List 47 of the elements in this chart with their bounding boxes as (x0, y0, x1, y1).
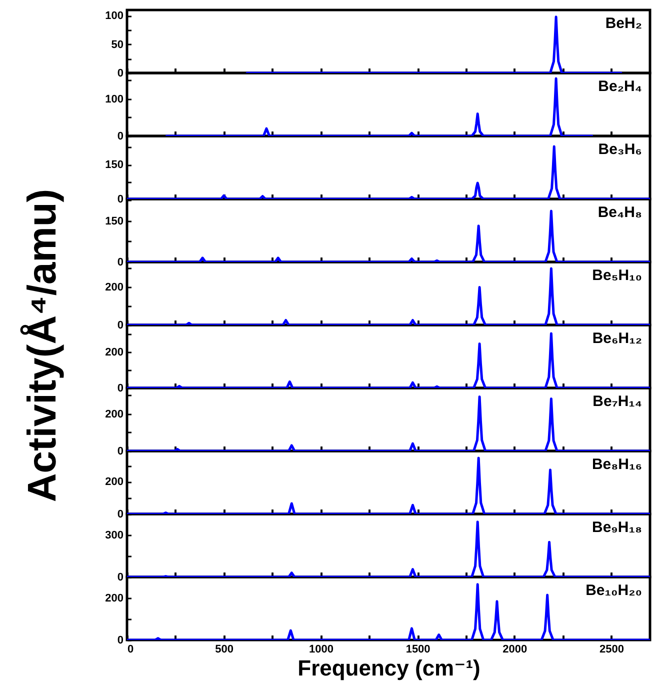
y-tick-label: 150 (105, 215, 124, 228)
line-series (127, 395, 650, 451)
x-tick-label: 1500 (406, 644, 430, 656)
line-series (127, 145, 650, 199)
y-tick-label: 300 (105, 530, 124, 542)
x-tick-label: 2000 (502, 644, 528, 656)
line-series (127, 520, 650, 577)
annotation: Be₆H₁₂ (592, 330, 642, 347)
y-tick-label: 0 (117, 446, 124, 458)
line-series (127, 583, 650, 640)
annotation: BeH₂ (605, 15, 642, 32)
annotation: Be₃H₆ (598, 141, 642, 158)
x-tick-label: 500 (215, 644, 234, 656)
annotation: Be₈H₁₆ (592, 456, 642, 473)
y-tick-label: 200 (105, 476, 124, 488)
annotation: Be₅H₁₀ (592, 267, 642, 284)
y-tick-label: 0 (117, 508, 124, 520)
y-tick-label: 100 (105, 93, 124, 106)
y-tick-label: 0 (117, 320, 124, 332)
y-tick-label: 200 (105, 346, 124, 358)
annotation: Be₁₀H₂₀ (586, 582, 642, 599)
y-tick-label: 50 (111, 38, 124, 51)
line-series (127, 332, 650, 388)
annotation: Be₉H₁₈ (592, 519, 642, 536)
line-series (127, 267, 650, 325)
y-tick-label: 0 (117, 68, 124, 80)
x-tick-label: 0 (128, 644, 134, 656)
annotation: Be₇H₁₄ (592, 393, 642, 410)
y-tick-label: 0 (117, 194, 124, 206)
x-tick-label: 2500 (600, 644, 624, 656)
y-tick-label: 200 (105, 281, 124, 294)
y-tick-label: 100 (105, 10, 124, 22)
annotation: Be₂H₄ (598, 78, 642, 95)
x-axis-title: Frequency (cm⁻¹) (298, 656, 480, 680)
x-tick-label: 1000 (308, 644, 334, 656)
line-series (127, 456, 650, 514)
y-tick-label: 0 (117, 130, 124, 142)
y-tick-label: 0 (117, 256, 124, 268)
y-tick-label: 200 (105, 408, 124, 420)
y-tick-label: 0 (117, 634, 124, 646)
y-tick-label: 150 (105, 159, 124, 172)
annotation: Be₄H₈ (598, 204, 642, 221)
y-tick-label: 200 (105, 592, 124, 604)
y-tick-label: 0 (117, 382, 124, 394)
line-series (165, 77, 594, 136)
y-tick-label: 0 (117, 572, 124, 584)
y-axis-title: Activity(Å⁴/amu) (20, 188, 64, 502)
